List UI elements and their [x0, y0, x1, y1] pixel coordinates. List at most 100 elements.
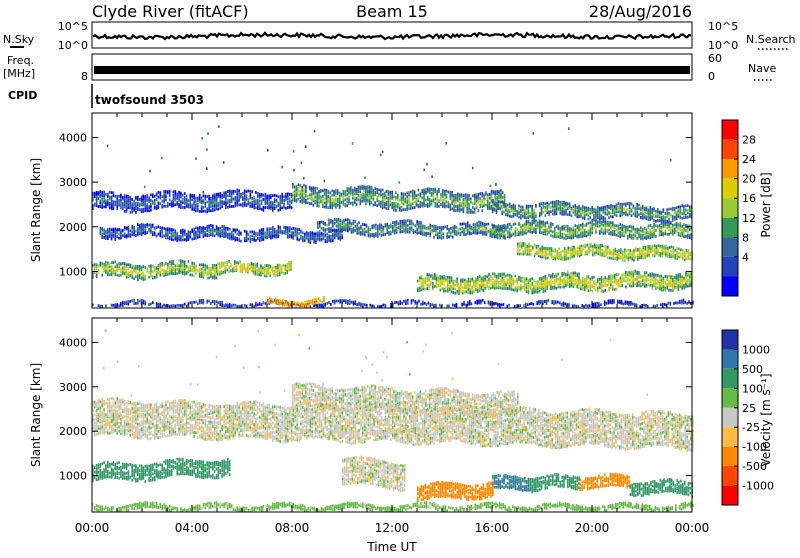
power-cell	[208, 271, 210, 274]
power-cell	[546, 208, 548, 211]
power-cell	[264, 275, 266, 278]
power-cell	[545, 229, 547, 232]
power-cell	[483, 202, 485, 205]
power-cell	[549, 247, 551, 250]
power-cell	[627, 274, 629, 277]
power-cell	[381, 226, 383, 229]
power-cell	[687, 234, 689, 237]
power-cell	[242, 202, 244, 205]
power-cell	[426, 276, 428, 279]
power-cell	[182, 260, 184, 263]
power-cell	[220, 192, 222, 195]
power-cell	[399, 209, 401, 212]
power-cell	[214, 198, 216, 201]
power-cell	[231, 190, 233, 193]
power-cell	[625, 226, 627, 229]
power-cell	[287, 201, 289, 204]
power-cell	[515, 280, 517, 283]
power-cell	[594, 244, 596, 247]
power-cell	[535, 204, 537, 207]
power-cell	[472, 195, 474, 198]
power-cell	[676, 274, 678, 277]
power-cell	[206, 271, 208, 274]
power-cell	[397, 194, 399, 197]
power-cell	[524, 281, 526, 284]
power-cell	[227, 236, 229, 239]
power-cell	[415, 230, 417, 233]
power-cell	[640, 226, 642, 229]
power-cell	[122, 234, 124, 237]
power-cell	[576, 210, 578, 213]
power-cell	[591, 211, 593, 214]
power-cell	[315, 232, 317, 235]
power-cell	[154, 231, 156, 234]
power-cell	[422, 224, 424, 227]
power-cell	[562, 256, 564, 259]
power-cell	[175, 233, 177, 236]
power-cell	[401, 192, 403, 195]
power-cell	[175, 264, 177, 267]
power-cell	[528, 285, 530, 288]
power-cell	[545, 275, 547, 278]
power-cell	[481, 203, 483, 206]
power-cell	[407, 224, 409, 227]
power-cell	[298, 183, 300, 186]
power-cell	[101, 206, 103, 209]
power-cell	[494, 202, 496, 205]
power-cell	[433, 236, 435, 239]
power-cell	[393, 202, 395, 205]
power-cell	[588, 244, 590, 247]
power-cell	[531, 282, 533, 285]
power-cell	[474, 194, 476, 197]
power-cell	[580, 207, 582, 210]
power-cell	[457, 207, 459, 210]
power-cell	[670, 289, 672, 292]
power-cell	[608, 232, 610, 235]
power-cell	[208, 225, 210, 228]
power-cell	[550, 201, 552, 204]
power-cell	[225, 198, 227, 201]
power-cell	[257, 203, 259, 206]
power-cell	[436, 274, 438, 277]
power-cell	[116, 235, 118, 238]
power-cell	[220, 230, 222, 233]
power-cell	[186, 201, 188, 204]
power-cell	[173, 269, 175, 272]
power-cell	[642, 283, 644, 286]
power-cell	[661, 254, 663, 257]
power-cell	[294, 195, 296, 198]
power-cell	[631, 250, 633, 253]
power-cell	[449, 279, 451, 282]
power-cell	[426, 287, 428, 290]
power-cell	[612, 285, 614, 288]
power-cell	[492, 281, 494, 284]
power-cell	[674, 227, 676, 230]
power-cell	[563, 237, 565, 240]
power-cell	[116, 274, 118, 277]
power-cell	[505, 203, 507, 206]
power-cell	[560, 254, 562, 257]
power-cell	[285, 193, 287, 196]
power-cell	[131, 231, 133, 234]
power-cell	[398, 222, 400, 225]
power-cell	[346, 204, 348, 207]
power-cell	[260, 269, 262, 272]
power-cell	[184, 261, 186, 264]
power-cell	[471, 288, 473, 291]
power-cell	[272, 229, 274, 232]
power-cell	[480, 230, 482, 233]
power-cell	[539, 203, 541, 206]
power-cell	[238, 198, 240, 201]
power-cell	[266, 236, 268, 239]
power-cell	[577, 250, 579, 253]
power-cell	[556, 279, 558, 282]
power-cell	[525, 243, 527, 246]
power-cell	[671, 250, 673, 253]
power-cell	[272, 226, 274, 229]
power-cell	[455, 201, 457, 204]
power-cell	[145, 266, 147, 269]
power-cell	[463, 194, 465, 197]
power-cell	[361, 192, 363, 195]
power-cell	[603, 278, 605, 281]
power-cell	[530, 205, 532, 208]
